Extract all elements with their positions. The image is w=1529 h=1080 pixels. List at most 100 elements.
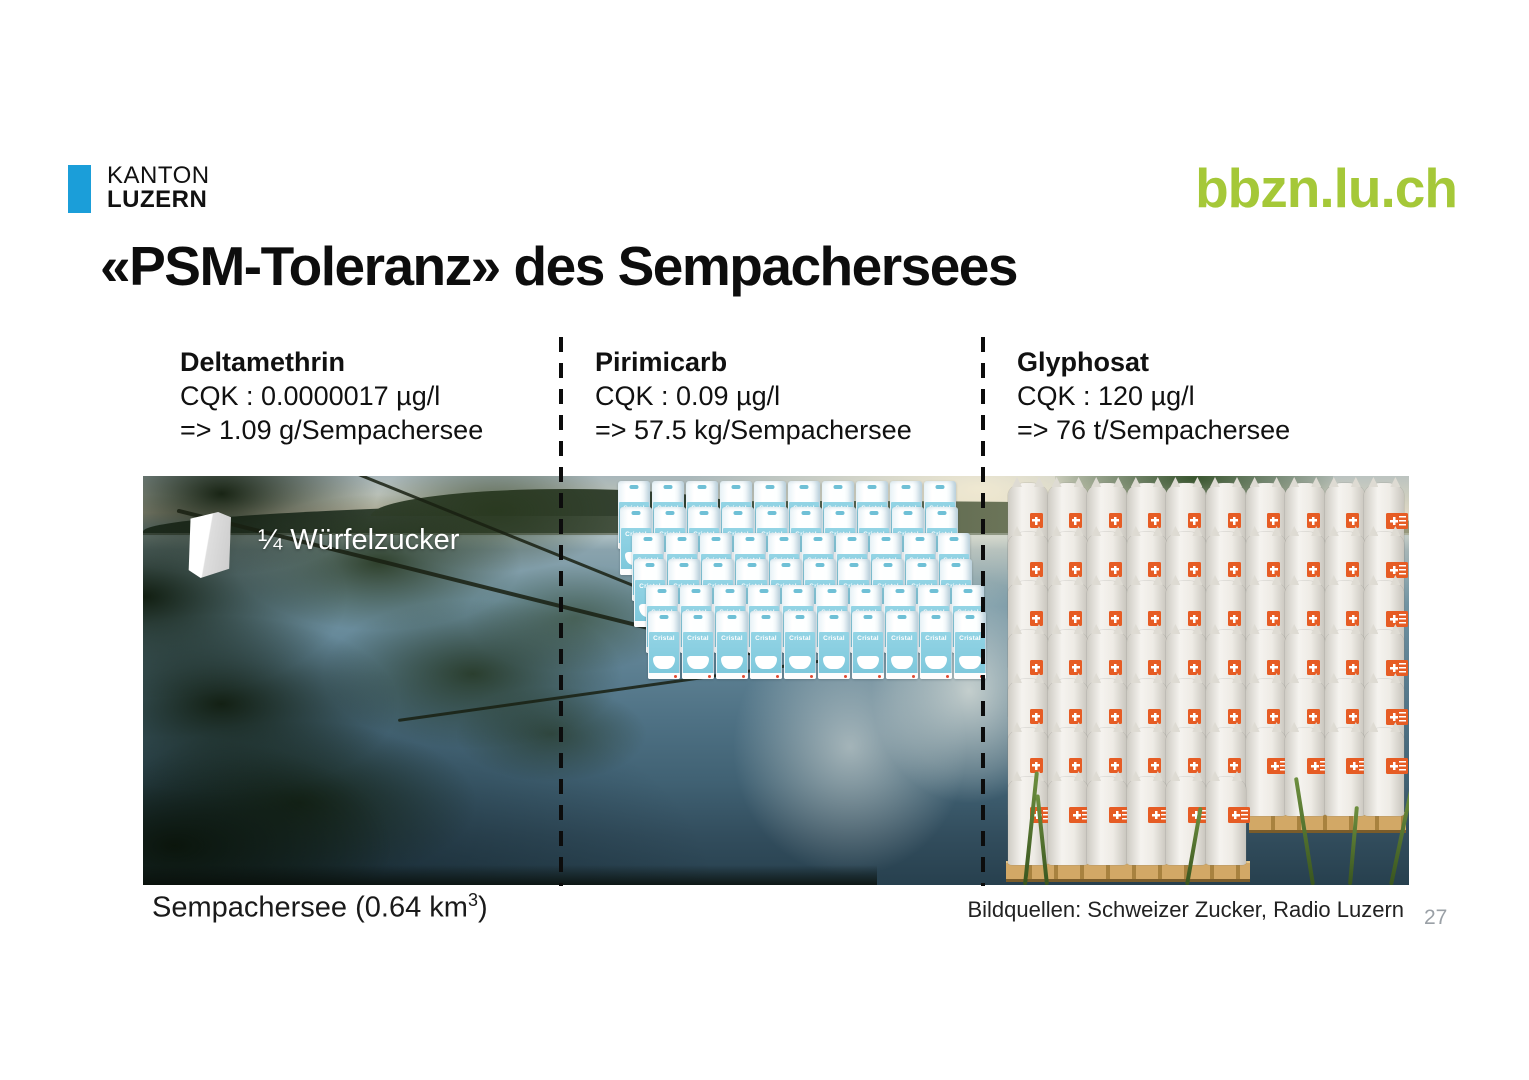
label-text-bars [1359,761,1367,771]
substance-equivalent: => 76 t/Sempachersee [1017,415,1291,445]
swiss-cross-label [1346,709,1360,724]
dashed-divider [559,337,563,886]
swiss-cross-label [1227,513,1241,528]
sugar-bowl-graphic [959,656,981,669]
sugar-box-front: Cristal [683,632,713,677]
sugar-box-logo [903,511,913,515]
swiss-cross-label [1306,660,1320,675]
swiss-cross-label [1029,562,1043,577]
substance-cqk: CQK : 120 µg/l [1017,381,1195,411]
sugar-box-footer [886,673,918,679]
sugar-box-logo [657,589,667,593]
label-text-bars [1398,712,1406,722]
sugar-box-logo [897,615,907,619]
column-pirimicarb: Pirimicarb CQK : 0.09 µg/l => 57.5 kg/Se… [595,345,912,447]
swiss-cross-label [1227,562,1241,577]
sugar-bowl-graphic [755,656,777,669]
swiss-cross-label [1306,513,1320,528]
swiss-cross-label [1306,758,1329,774]
swiss-cross-label [1069,758,1083,773]
sugar-box-front: Cristal [649,632,679,677]
sugar-box-logo [731,485,741,489]
kanton-luzern-logo: KANTON LUZERN [107,164,210,212]
swiss-cross-label [1108,660,1122,675]
column-glyphosat: Glyphosat CQK : 120 µg/l => 76 t/Sempach… [1017,345,1290,447]
sugar-box-stack: Cristal Cristal Cristal Cristal Cristal Crist… [618,481,1018,701]
sugar-box-logo [951,563,961,567]
label-text-bars [1161,810,1169,820]
sugar-box-brand: Cristal [653,635,675,642]
substance-name: Deltamethrin [180,347,346,377]
sugar-sack [1206,777,1250,865]
substance-equivalent: => 1.09 g/Sempachersee [180,415,484,445]
sugar-box-logo [781,563,791,567]
sugar-box-front: Cristal [955,632,985,677]
sugar-box-logo [849,563,859,567]
sugar-box-brand: Cristal [925,635,947,642]
sugar-box-logo [829,615,839,619]
label-text-bars [1042,810,1050,820]
swiss-cross-label [1187,709,1201,724]
sugar-box-brand: Cristal [891,635,913,642]
sugar-box-footer [750,673,782,679]
sugar-box: Cristal [716,611,748,679]
sugar-sack-wall [1008,483,1408,883]
substance-name: Pirimicarb [595,347,728,377]
sugar-box-logo [931,615,941,619]
sugar-box-logo [665,511,675,515]
swiss-cross-label [1267,709,1281,724]
sugar-box-logo [693,615,703,619]
swiss-cross-label [1346,660,1360,675]
sugar-box-logo [795,615,805,619]
swiss-cross-label [1306,611,1320,626]
sugar-box: Cristal [648,611,680,679]
sugar-box-brand: Cristal [823,635,845,642]
page-number: 27 [1424,906,1448,929]
sugar-box-brand: Cristal [755,635,777,642]
swiss-cross-label [1267,562,1281,577]
swiss-cross-label [1069,513,1083,528]
sugar-box-logo [677,537,687,541]
label-text-bars [1398,516,1406,526]
sugar-box: Cristal [818,611,850,679]
label-text-bars [1082,810,1090,820]
substance-cqk: CQK : 0.0000017 µg/l [180,381,441,411]
logo-line-kanton: KANTON [107,162,210,189]
swiss-cross-label [1029,660,1043,675]
sugar-bowl-graphic [891,656,913,669]
swiss-cross-label [1148,611,1162,626]
swiss-cross-label [1187,758,1201,773]
swiss-cross-label [1227,709,1241,724]
sugar-box-logo [643,537,653,541]
sugar-box-logo [727,615,737,619]
sugar-sack [1047,777,1092,865]
sugar-box-logo [631,511,641,515]
swiss-cross-label [1385,562,1408,578]
sugar-box-footer [818,673,850,679]
sugar-box-footer [682,673,714,679]
sugar-sack [1285,728,1329,816]
sugar-box-logo [929,589,939,593]
sugar-box-logo [765,485,775,489]
website-link[interactable]: bbzn.lu.ch [1195,157,1458,219]
swiss-cross-label [1306,562,1320,577]
sugar-box-logo [779,537,789,541]
sugar-sack [1087,777,1131,865]
logo-line-luzern: LUZERN [107,186,208,213]
sugar-box-logo [935,485,945,489]
sugar-box-brand: Cristal [789,635,811,642]
swiss-cross-label [1346,611,1360,626]
swiss-cross-label [1029,611,1043,626]
sugar-sack [1245,728,1290,816]
sugar-box-logo [679,563,689,567]
sugar-box-logo [881,537,891,541]
swiss-cross-label [1346,513,1360,528]
sugar-box-front: Cristal [751,632,781,677]
sugar-box-logo [901,485,911,489]
sugar-bowl-graphic [925,656,947,669]
sugar-box: Cristal [682,611,714,679]
lake-caption-close: ) [477,891,488,924]
sugar-bowl-graphic [687,656,709,669]
swiss-cross-label [1187,611,1201,626]
